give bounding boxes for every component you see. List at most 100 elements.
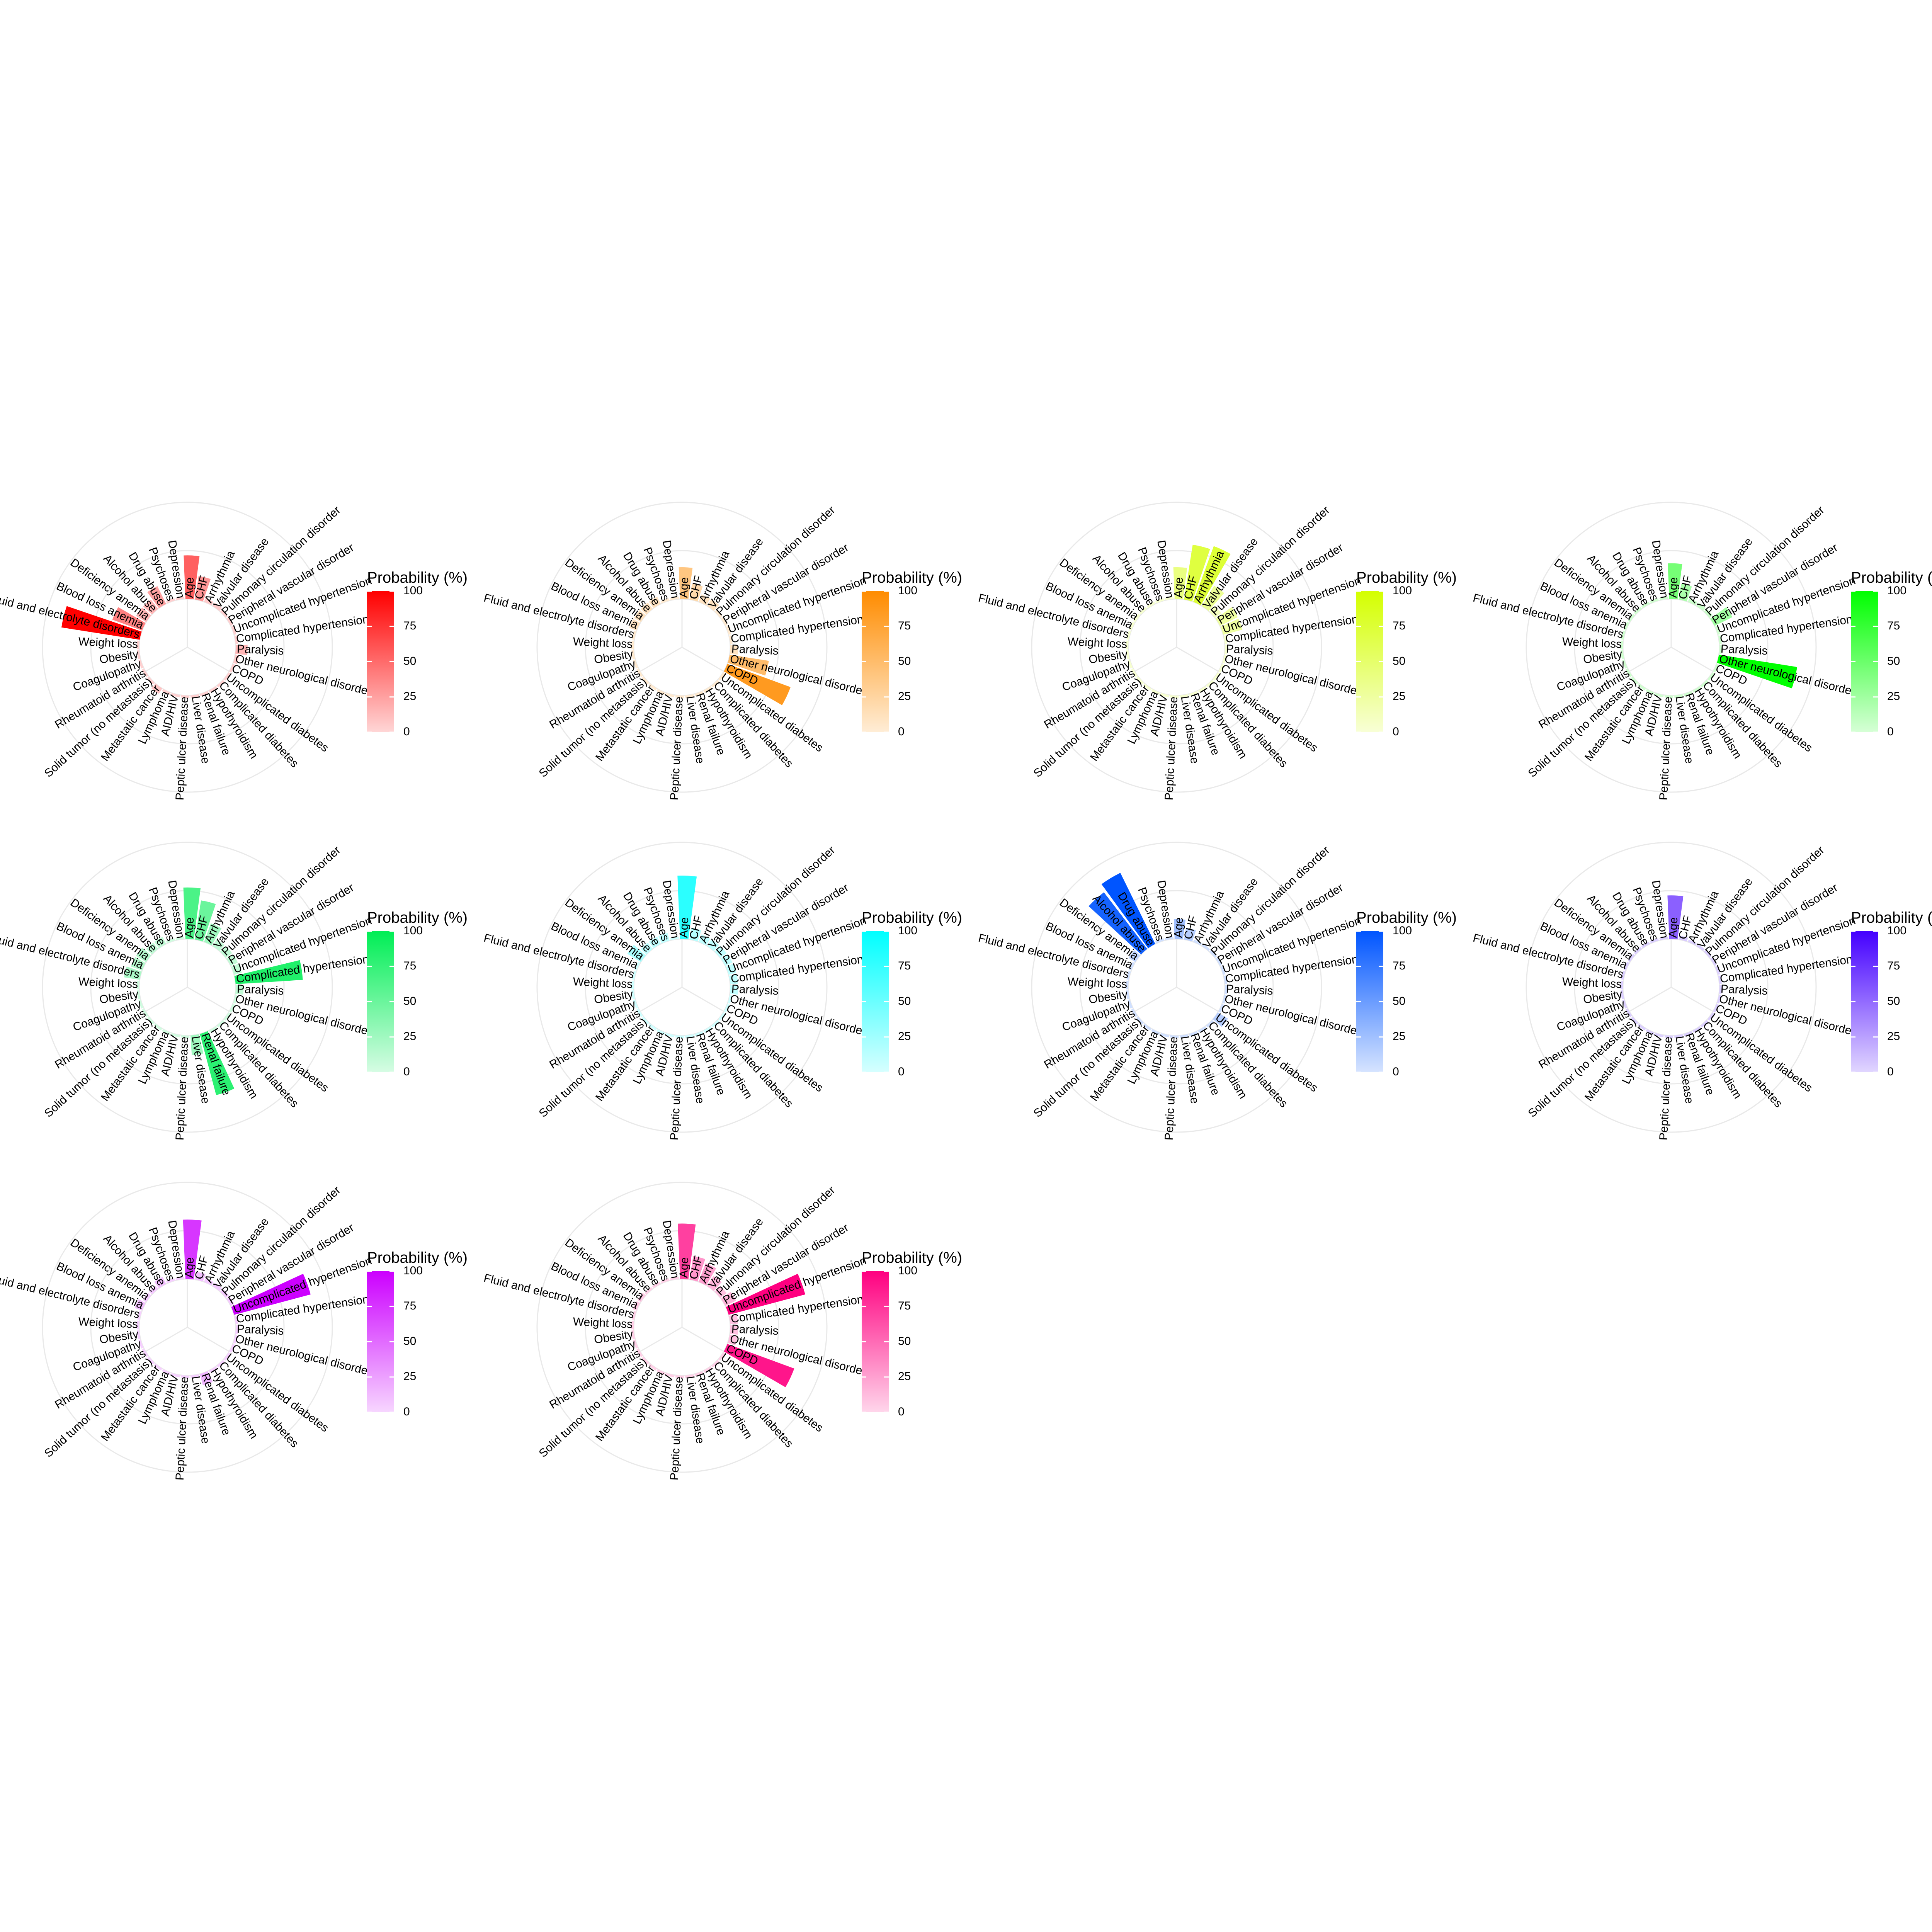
category-label: Paralysis [236, 983, 284, 998]
bar [190, 1374, 199, 1378]
legend-tick-label: 75 [1393, 959, 1405, 972]
bar [1131, 1009, 1138, 1017]
bar [703, 1026, 712, 1033]
bar [726, 626, 731, 635]
bar [1684, 1031, 1693, 1036]
legend-title: Probability (%) [862, 1249, 962, 1266]
bar [721, 954, 733, 966]
bar [190, 694, 199, 698]
grid-spoke [639, 646, 682, 672]
bar [1623, 962, 1629, 971]
bar [1126, 650, 1130, 659]
bar [1160, 693, 1169, 697]
bar [711, 1020, 719, 1028]
bar [1688, 939, 1697, 946]
bar [180, 695, 190, 698]
bar [641, 1016, 650, 1025]
bar [1646, 1029, 1655, 1035]
legend-title: Probability (%) [1356, 569, 1457, 586]
grid-circle [585, 550, 779, 745]
bar [137, 990, 141, 999]
bar [1202, 585, 1225, 611]
category-label: Paralysis [236, 643, 284, 658]
grid-circle [536, 1182, 828, 1473]
bar [660, 1278, 670, 1284]
legend-tick-label: 75 [898, 619, 911, 632]
legend-tick-label: 25 [403, 1030, 416, 1043]
bar [213, 1282, 222, 1291]
bar [1129, 962, 1135, 971]
bar [1704, 950, 1712, 958]
bar [137, 650, 141, 659]
bar [175, 1277, 184, 1281]
bar [718, 1012, 725, 1021]
grid-circle [90, 550, 285, 745]
bar [714, 1286, 727, 1298]
bar [1659, 937, 1668, 940]
bar [154, 1277, 166, 1288]
grid-spoke [639, 986, 682, 1012]
bar [656, 1029, 665, 1035]
bar [660, 598, 670, 604]
legend-tick-label: 75 [898, 959, 911, 972]
bar [1128, 660, 1133, 669]
bar [1216, 607, 1238, 626]
bar [694, 1031, 704, 1036]
legend-tick-label: 25 [403, 690, 416, 703]
grid-circle [42, 502, 333, 793]
bar [1189, 691, 1198, 696]
bar [1650, 598, 1659, 604]
bar [226, 1296, 235, 1306]
bar [670, 597, 679, 600]
bar [146, 942, 158, 955]
bar [645, 1287, 653, 1295]
bar [1650, 938, 1659, 944]
legend-tick-label: 75 [403, 1299, 416, 1312]
bar [648, 683, 657, 690]
bar [226, 954, 238, 966]
bar [147, 1016, 155, 1025]
bar [714, 610, 723, 618]
bar [235, 1325, 238, 1334]
category-label: Weight loss [78, 635, 138, 651]
legend-tick-label: 50 [898, 655, 911, 667]
category-label: Paralysis [731, 983, 779, 998]
bar [721, 617, 728, 626]
category-label: Weight loss [573, 1315, 633, 1331]
bar [724, 664, 791, 705]
bar [171, 1033, 180, 1037]
bar [1213, 672, 1220, 681]
bar [641, 676, 650, 685]
bar [1131, 668, 1138, 677]
legend-tick-label: 25 [1393, 690, 1405, 703]
bar [223, 1352, 231, 1361]
bar [1184, 544, 1210, 602]
bar [1668, 563, 1682, 600]
bar [142, 1349, 148, 1357]
bar [1218, 1004, 1225, 1013]
bar [1143, 1023, 1151, 1031]
grid-circle [1079, 890, 1274, 1085]
grid-spoke [145, 986, 188, 1012]
bar [233, 655, 239, 664]
bar [675, 1375, 684, 1378]
bar [1180, 694, 1189, 698]
bar [632, 971, 636, 980]
bar [142, 1009, 148, 1017]
bar [1136, 676, 1144, 685]
bar [1198, 686, 1207, 693]
bar [632, 1311, 636, 1320]
bar [162, 1369, 171, 1375]
bar [1143, 683, 1151, 690]
bar [61, 606, 142, 640]
bar [1626, 1009, 1632, 1017]
grid-spoke [187, 646, 230, 672]
legend-tick-label: 50 [403, 1335, 416, 1347]
bar [649, 597, 661, 608]
bar [648, 1363, 657, 1371]
